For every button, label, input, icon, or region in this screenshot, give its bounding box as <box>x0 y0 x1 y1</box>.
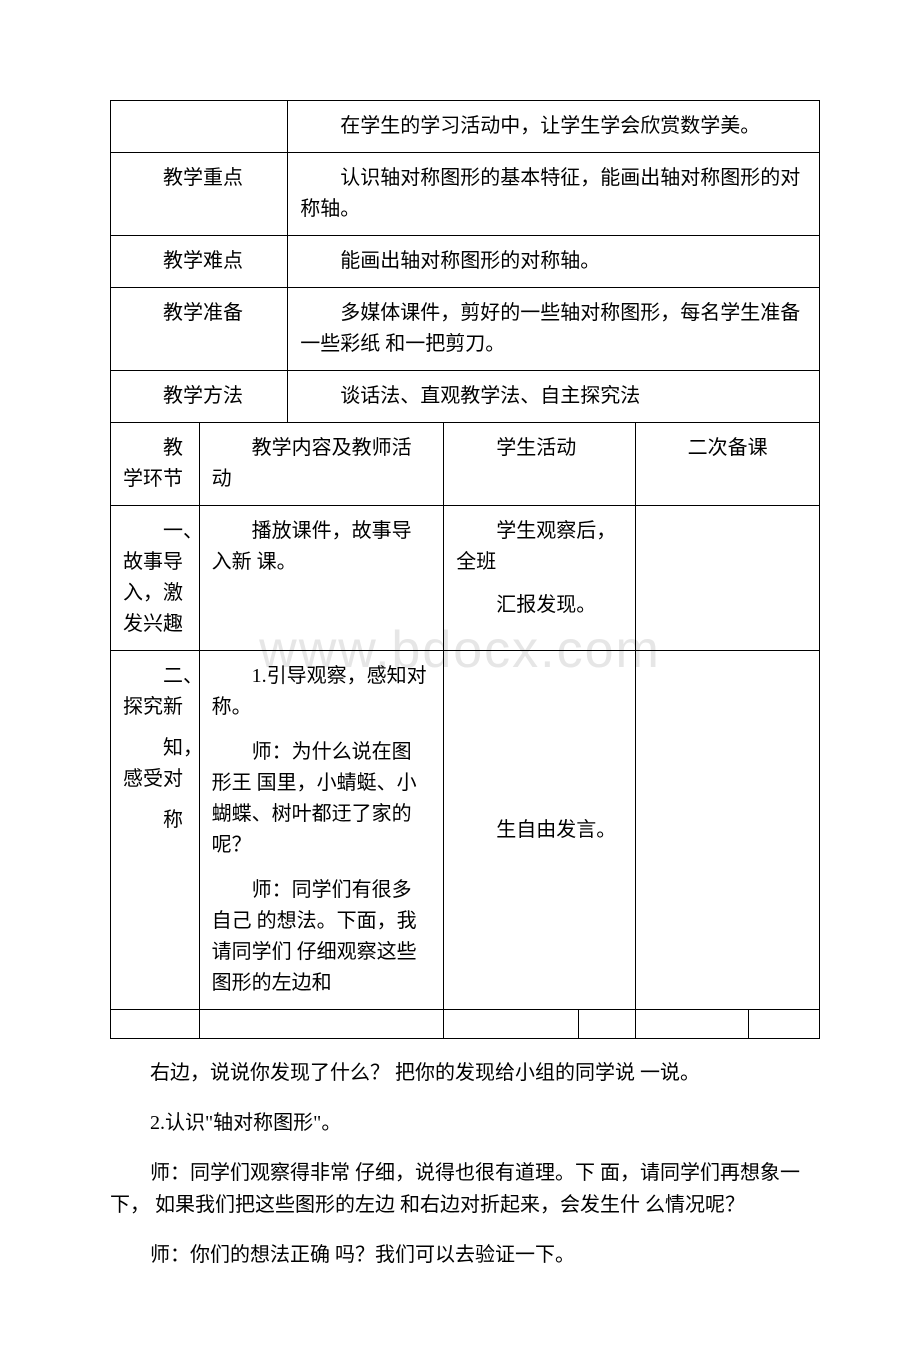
cell-text: 播放课件，故事导入新 课。 <box>199 506 444 651</box>
table-row: 教学准备 多媒体课件，剪好的一些轴对称图形，每名学生准备一些彩纸 和一把剪刀。 <box>111 288 820 371</box>
paragraph: 师：同学们观察得非常 仔细，说得也很有道理。下 面，请同学们再想象一下， 如果我… <box>110 1157 820 1221</box>
cell-header: 二次备课 <box>635 423 819 506</box>
table-row: 教学难点 能画出轴对称图形的对称轴。 <box>111 236 820 288</box>
cell-header: 教学内容及教师活动 <box>199 423 444 506</box>
lesson-plan-table: 在学生的学习活动中，让学生学会欣赏数学美。 教学重点 认识轴对称图形的基本特征，… <box>110 100 820 1039</box>
table-row: 教学方法 谈话法、直观教学法、自主探究法 <box>111 371 820 423</box>
paragraph: 师：你们的想法正确 吗？我们可以去验证一下。 <box>110 1239 820 1271</box>
paragraph: 师：同学们有很多自己 的想法。下面，我请同学们 仔细观察这些图形的左边和 <box>212 875 432 999</box>
cell-text: 能画出轴对称图形的对称轴。 <box>288 236 820 288</box>
cell-text: 生自由发言。 <box>444 651 635 1010</box>
cell-empty <box>578 1010 635 1039</box>
cell-empty <box>635 651 819 1010</box>
table-row: 教学重点 认识轴对称图形的基本特征，能画出轴对称图形的对称轴。 <box>111 153 820 236</box>
document-page: www.bdocx.com 在学生的学习活动中，让学生学会欣赏数学美。 教学重点… <box>0 0 920 1349</box>
cell-empty <box>444 1010 579 1039</box>
paragraph: 右边，说说你发现了什么？ 把你的发现给小组的同学说 一说。 <box>110 1057 820 1089</box>
paragraph: 2.认识"轴对称图形"。 <box>110 1107 820 1139</box>
body-text: 右边，说说你发现了什么？ 把你的发现给小组的同学说 一说。 2.认识"轴对称图形… <box>110 1057 820 1271</box>
paragraph: 学生观察后，全班 <box>456 516 622 578</box>
paragraph: 师：为什么说在图形王 国里，小蜻蜓、小蝴蝶、树叶都迂了家的呢？ <box>212 737 432 861</box>
cell-label: 教学准备 <box>111 288 288 371</box>
table-row-empty <box>111 1010 820 1039</box>
cell-text: 二、探究新 知，感受对 称 <box>111 651 200 1010</box>
cell-empty <box>111 1010 200 1039</box>
paragraph: 知，感受对 <box>123 733 187 795</box>
paragraph: 汇报发现。 <box>456 590 622 621</box>
cell-text: 在学生的学习活动中，让学生学会欣赏数学美。 <box>288 101 820 153</box>
cell-empty <box>635 506 819 651</box>
paragraph: 二、探究新 <box>123 661 187 723</box>
cell-text: 认识轴对称图形的基本特征，能画出轴对称图形的对称轴。 <box>288 153 820 236</box>
table-row: 在学生的学习活动中，让学生学会欣赏数学美。 <box>111 101 820 153</box>
table-row: 二、探究新 知，感受对 称 1.引导观察，感知对称。 师：为什么说在图形王 国里… <box>111 651 820 1010</box>
table-row: 一、故事导 入，激发兴趣 播放课件，故事导入新 课。 学生观察后，全班 汇报发现… <box>111 506 820 651</box>
cell-empty <box>111 101 288 153</box>
cell-text: 一、故事导 入，激发兴趣 <box>111 506 200 651</box>
cell-text: 1.引导观察，感知对称。 师：为什么说在图形王 国里，小蜻蜓、小蝴蝶、树叶都迂了… <box>199 651 444 1010</box>
cell-header: 学生活动 <box>444 423 635 506</box>
cell-empty <box>749 1010 820 1039</box>
cell-text: 学生观察后，全班 汇报发现。 <box>444 506 635 651</box>
cell-empty <box>635 1010 748 1039</box>
cell-label: 教学方法 <box>111 371 288 423</box>
cell-header: 教学环节 <box>111 423 200 506</box>
cell-empty <box>199 1010 444 1039</box>
cell-label: 教学重点 <box>111 153 288 236</box>
cell-label: 教学难点 <box>111 236 288 288</box>
content: 在学生的学习活动中，让学生学会欣赏数学美。 教学重点 认识轴对称图形的基本特征，… <box>110 100 820 1271</box>
cell-text: 谈话法、直观教学法、自主探究法 <box>288 371 820 423</box>
cell-text: 多媒体课件，剪好的一些轴对称图形，每名学生准备一些彩纸 和一把剪刀。 <box>288 288 820 371</box>
paragraph: 称 <box>123 805 187 836</box>
paragraph: 1.引导观察，感知对称。 <box>212 661 432 723</box>
table-row-header: 教学环节 教学内容及教师活动 学生活动 二次备课 <box>111 423 820 506</box>
